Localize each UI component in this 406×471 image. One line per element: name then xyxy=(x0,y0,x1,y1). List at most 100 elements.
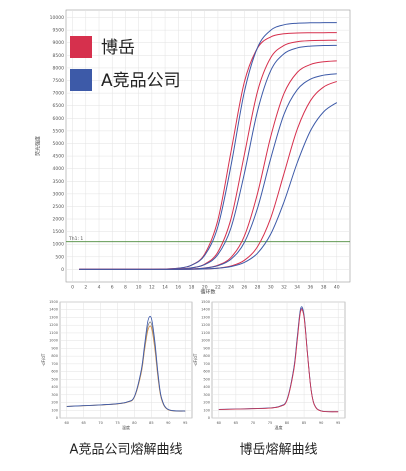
x-tick-label: 4 xyxy=(98,285,101,291)
y-tick-label: 200 xyxy=(51,401,58,405)
y-tick-label: 1100 xyxy=(201,331,210,335)
x-tick-label: 90 xyxy=(166,421,170,425)
x-tick-label: 38 xyxy=(321,285,327,291)
x-tick-label: 16 xyxy=(175,285,181,291)
y-tick-label: 1000 xyxy=(201,339,210,343)
y-axis-label: 荧光强度 xyxy=(35,136,42,156)
y-tick-label: 2500 xyxy=(53,204,65,210)
y-tick-label: 4000 xyxy=(53,166,65,172)
y-tick-label: 7500 xyxy=(53,78,65,84)
x-tick-label: 70 xyxy=(251,421,255,425)
y-tick-label: 200 xyxy=(203,401,210,405)
x-tick-label: 14 xyxy=(162,285,168,291)
x-tick-label: 24 xyxy=(228,285,234,291)
y-tick-label: 0 xyxy=(208,416,210,420)
threshold-label: Th1: 1 xyxy=(68,236,83,242)
plot-area xyxy=(211,301,346,419)
legend-swatch xyxy=(70,69,92,91)
x-tick-label: 34 xyxy=(294,285,300,291)
x-tick-label: 2 xyxy=(84,285,87,291)
y-tick-label: 1400 xyxy=(49,308,58,312)
y-tick-label: 1500 xyxy=(201,300,210,304)
y-tick-label: 500 xyxy=(51,377,58,381)
x-tick-label: 95 xyxy=(183,421,187,425)
y-tick-label: 8500 xyxy=(53,53,65,59)
legend-label: 博岳 xyxy=(101,38,135,58)
y-axis-label: -dF/dT xyxy=(193,353,198,366)
y-tick-label: 1500 xyxy=(49,300,58,304)
x-tick-label: 70 xyxy=(98,421,102,425)
y-tick-label: 1200 xyxy=(201,323,210,327)
y-tick-label: 500 xyxy=(203,377,210,381)
x-tick-label: 60 xyxy=(65,421,69,425)
y-tick-label: 1300 xyxy=(201,315,210,319)
y-tick-label: 100 xyxy=(203,408,210,412)
x-tick-label: 10 xyxy=(136,285,142,291)
x-tick-label: 65 xyxy=(81,421,85,425)
y-tick-label: 1000 xyxy=(49,339,58,343)
series-line xyxy=(66,315,186,412)
x-tick-label: 22 xyxy=(215,285,221,291)
x-tick-label: 80 xyxy=(132,421,136,425)
y-tick-label: 0 xyxy=(61,267,64,273)
x-tick-label: 60 xyxy=(217,421,221,425)
x-tick-label: 65 xyxy=(234,421,238,425)
x-axis-label: 温度 xyxy=(275,424,283,430)
x-tick-label: 85 xyxy=(302,421,306,425)
y-tick-label: 300 xyxy=(51,393,58,397)
x-tick-label: 32 xyxy=(281,285,287,291)
x-tick-label: 75 xyxy=(268,421,272,425)
y-tick-label: 1000 xyxy=(53,242,65,248)
series-line xyxy=(79,102,338,270)
y-tick-label: 8000 xyxy=(53,65,65,71)
y-tick-label: 900 xyxy=(51,346,58,350)
chart-caption: A竞品公司熔解曲线 xyxy=(70,442,183,458)
x-tick-label: 30 xyxy=(268,285,274,291)
y-tick-label: 5500 xyxy=(53,128,65,134)
x-tick-label: 36 xyxy=(308,285,314,291)
y-tick-label: 600 xyxy=(203,370,210,374)
y-tick-label: 2000 xyxy=(53,217,65,223)
legend-swatch xyxy=(70,36,92,58)
y-tick-label: 800 xyxy=(51,354,58,358)
y-tick-label: 1100 xyxy=(49,331,58,335)
y-tick-label: 900 xyxy=(203,346,210,350)
legend-label: A竞品公司 xyxy=(101,71,181,91)
x-tick-label: 18 xyxy=(189,285,195,291)
x-tick-label: 40 xyxy=(334,285,340,291)
x-tick-label: 8 xyxy=(124,285,127,291)
y-tick-label: 700 xyxy=(51,362,58,366)
plot-area xyxy=(59,301,193,419)
y-tick-label: 5000 xyxy=(53,141,65,147)
y-tick-label: 6000 xyxy=(53,116,65,122)
y-tick-label: 3000 xyxy=(53,191,65,197)
y-tick-label: 7000 xyxy=(53,91,65,97)
x-tick-label: 90 xyxy=(319,421,323,425)
y-axis-label: -dF/dT xyxy=(41,353,46,366)
y-tick-label: 1500 xyxy=(53,229,65,235)
x-tick-label: 80 xyxy=(285,421,289,425)
y-tick-label: 500 xyxy=(55,254,64,260)
x-tick-label: 28 xyxy=(255,285,261,291)
y-tick-label: 1300 xyxy=(49,315,58,319)
series-line xyxy=(218,309,339,413)
y-tick-label: 9000 xyxy=(53,40,65,46)
y-tick-label: 300 xyxy=(203,393,210,397)
y-tick-label: 600 xyxy=(51,370,58,374)
y-tick-label: 400 xyxy=(51,385,58,389)
y-tick-label: 0 xyxy=(56,416,58,420)
y-tick-label: 9500 xyxy=(53,28,65,34)
x-tick-label: 95 xyxy=(336,421,340,425)
x-axis-label: 温度 xyxy=(122,424,130,430)
y-tick-label: 1400 xyxy=(201,308,210,312)
chart-caption: 博岳熔解曲线 xyxy=(239,443,317,458)
y-tick-label: 700 xyxy=(203,362,210,366)
x-tick-label: 75 xyxy=(115,421,119,425)
y-tick-label: 3500 xyxy=(53,179,65,185)
x-tick-label: 0 xyxy=(71,285,74,291)
x-tick-label: 26 xyxy=(241,285,247,291)
y-tick-label: 800 xyxy=(203,354,210,358)
x-tick-label: 12 xyxy=(149,285,155,291)
y-tick-label: 10000 xyxy=(50,15,64,21)
